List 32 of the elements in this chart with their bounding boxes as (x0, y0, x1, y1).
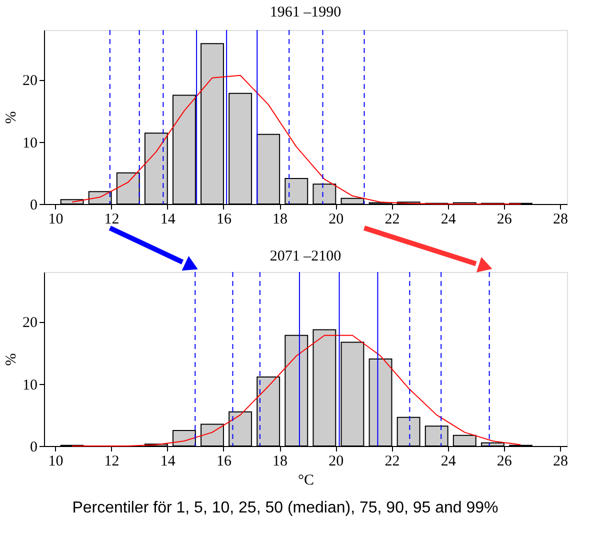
x-tick-label: 22 (384, 454, 400, 470)
y-tick-label: 20 (22, 73, 38, 90)
y-tick-label: 20 (22, 315, 38, 332)
x-tick-label: 14 (160, 454, 176, 470)
x-tick-label: 14 (160, 212, 176, 228)
y-axis-title: % (4, 353, 20, 366)
x-tick-label: 24 (440, 212, 456, 228)
x-tick-label: 28 (552, 454, 568, 470)
x-tick-label: 24 (440, 454, 456, 470)
x-tick-label: 18 (272, 454, 288, 470)
x-tick-label: 20 (328, 454, 344, 470)
chart-title: 1961 –1990 (270, 4, 342, 20)
x-tick-label: 16 (216, 212, 232, 228)
x-tick-label: 12 (104, 454, 120, 470)
x-tick-label: 12 (104, 212, 120, 228)
x-tick-label: 16 (216, 454, 232, 470)
x-tick-label: 18 (272, 212, 288, 228)
chart-title: 2071 –2100 (270, 248, 342, 264)
x-tick-label: 28 (552, 212, 568, 228)
y-tick-label: 10 (22, 135, 38, 152)
x-tick-label: 22 (384, 212, 400, 228)
x-tick-label: 26 (496, 454, 512, 470)
y-tick-label: 0 (30, 440, 38, 456)
y-axis-title: % (4, 111, 20, 124)
y-tick-label: 0 (30, 198, 38, 214)
text: Percentiler för 1, 5, 10, 25, 50 (median), 75, 90, 95 and 99% (72, 500, 498, 516)
x-tick-label: 20 (328, 212, 344, 228)
x-tick-label: 10 (48, 212, 64, 228)
x-axis-title: °C (298, 472, 314, 488)
x-tick-label: 26 (496, 212, 512, 228)
y-tick-label: 10 (22, 377, 38, 394)
x-tick-label: 10 (48, 454, 64, 470)
